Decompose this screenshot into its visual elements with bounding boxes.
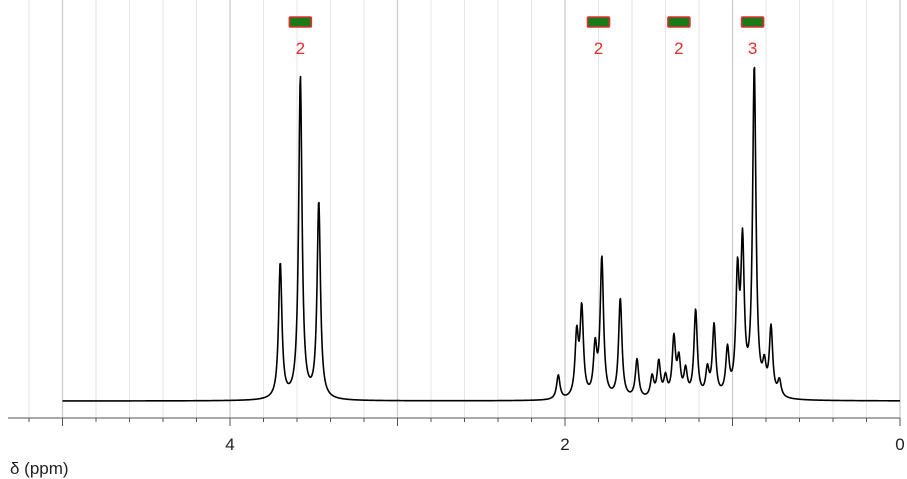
integral-markers: 2 2 2 3 (288, 16, 765, 58)
integral-bar (667, 16, 691, 28)
x-tick-label: 0 (895, 435, 904, 454)
x-axis-title: δ (ppm) (10, 459, 69, 478)
integral-label: 2 (674, 39, 683, 58)
x-axis-ticks: 4 2 0 (28, 418, 905, 454)
integral-label: 3 (748, 39, 757, 58)
integral-label: 2 (594, 39, 603, 58)
grid-lines (28, 0, 901, 418)
integral-bar (288, 16, 313, 28)
integral-label: 2 (296, 39, 305, 58)
x-tick-label: 2 (560, 435, 569, 454)
integral-bar (586, 16, 611, 28)
spectrum-line (62, 66, 901, 402)
integral-bar (740, 16, 765, 28)
x-tick-label: 4 (225, 435, 234, 454)
